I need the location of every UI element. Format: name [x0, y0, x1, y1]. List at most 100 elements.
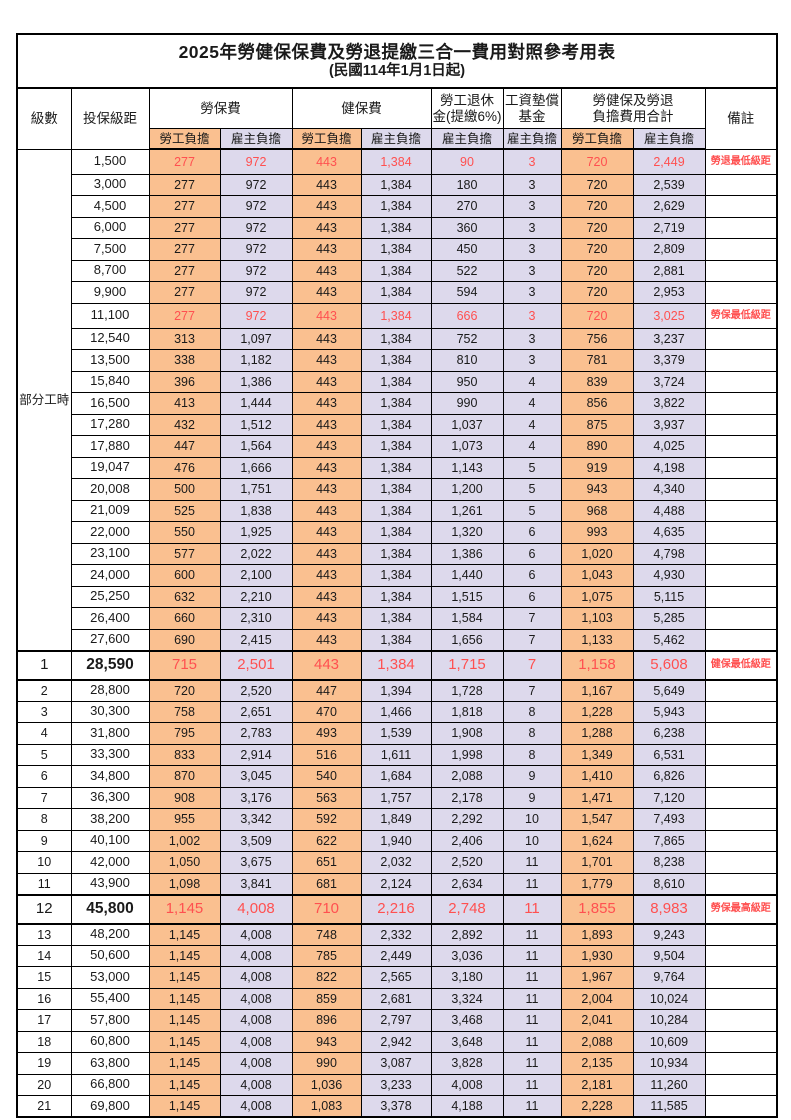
cell-labor-employer: 972	[219, 216, 293, 239]
cell-pension-employer: 1,998	[430, 743, 504, 766]
cell-labor-employer: 972	[219, 238, 293, 261]
cell-note	[704, 173, 778, 196]
cell-pension-employer: 2,088	[430, 765, 504, 788]
cell-labor-employee: 313	[148, 327, 221, 350]
table-row: 17,880 447 1,564 443 1,384 1,073 4 890 4,025	[17, 435, 778, 458]
header-group-row: 級數 投保級距 勞保費 健保費 勞工退休 金(提繳6%) 工資墊償 基金 勞健保及勞…	[16, 87, 778, 150]
cell-labor-employee: 1,145	[148, 1009, 221, 1032]
cell-level: 17	[16, 1009, 72, 1032]
cell-level: 19	[16, 1052, 72, 1075]
cell-total-employer: 8,610	[632, 872, 706, 895]
cell-level: 11	[16, 872, 72, 895]
cell-health-employee: 443	[291, 173, 362, 196]
cell-total-employer: 3,237	[632, 327, 706, 350]
cell-total-employee: 1,349	[560, 743, 634, 766]
cell-note	[704, 542, 778, 565]
cell-insured-bracket: 12,540	[70, 327, 150, 350]
cell-labor-employer: 3,675	[219, 851, 293, 874]
table-row: 10 42,000 1,050 3,675 651 2,032 2,520 11 1,701 8,…	[16, 851, 778, 874]
cell-insured-bracket: 30,300	[70, 700, 150, 723]
cell-labor-employee: 525	[148, 499, 221, 522]
page-title: 2025年勞健保保費及勞退提繳三合一費用對照參考用表	[178, 41, 616, 62]
cell-total-employer: 2,719	[632, 216, 706, 239]
cell-total-employer: 6,531	[632, 743, 706, 766]
cell-pension-employer: 2,748	[430, 893, 504, 925]
cell-health-employer: 1,384	[360, 456, 432, 479]
cell-health-employer: 1,394	[360, 679, 432, 702]
cell-insured-bracket: 40,100	[70, 829, 150, 852]
cell-pension-employer: 3,324	[430, 987, 504, 1010]
cell-note	[704, 851, 778, 874]
cell-pension-employer: 2,178	[430, 786, 504, 809]
cell-wage-fund-employer: 7	[502, 628, 562, 651]
cell-wage-fund-employer: 10	[502, 829, 562, 852]
cell-wage-fund-employer: 3	[502, 195, 562, 218]
page-subtitle: (民國114年1月1日起)	[328, 63, 466, 80]
cell-note	[704, 743, 778, 766]
title-block: 2025年勞健保保費及勞退提繳三合一費用對照參考用表 (民國114年1月1日起)	[16, 33, 778, 89]
cell-insured-bracket: 43,900	[70, 872, 150, 895]
cell-note	[704, 829, 778, 852]
cell-labor-employer: 2,415	[219, 628, 293, 651]
cell-health-employee: 943	[291, 1030, 362, 1053]
premium-table: 2025年勞健保保費及勞退提繳三合一費用對照參考用表 (民國114年1月1日起)…	[16, 33, 779, 1118]
cell-wage-fund-employer: 11	[502, 923, 562, 946]
cell-wage-fund-employer: 11	[502, 893, 562, 925]
cell-total-employee: 1,103	[560, 607, 634, 630]
cell-wage-fund-employer: 3	[502, 173, 562, 196]
cell-health-employer: 2,332	[360, 923, 432, 946]
cell-health-employee: 443	[291, 521, 362, 544]
cell-insured-bracket: 27,600	[70, 628, 150, 651]
cell-level: 2	[16, 679, 72, 702]
cell-labor-employee: 277	[148, 259, 221, 282]
cell-labor-employee: 758	[148, 700, 221, 723]
cell-pension-employer: 990	[430, 392, 504, 415]
cell-health-employer: 1,384	[360, 216, 432, 239]
cell-total-employee: 1,471	[560, 786, 634, 809]
cell-health-employer: 1,384	[360, 542, 432, 565]
cell-wage-fund-employer: 11	[502, 966, 562, 989]
cell-insured-bracket: 15,840	[70, 370, 150, 393]
cell-pension-employer: 270	[430, 195, 504, 218]
cell-labor-employee: 833	[148, 743, 221, 766]
cell-wage-fund-employer: 11	[502, 1030, 562, 1053]
cell-wage-fund-employer: 4	[502, 435, 562, 458]
cell-pension-employer: 450	[430, 238, 504, 261]
cell-health-employee: 443	[291, 649, 362, 681]
subheader-fund-employer: 雇主負擔	[502, 128, 562, 150]
table-row: 2 28,800 720 2,520 447 1,394 1,728 7 1,167 5,649	[16, 679, 778, 702]
cell-health-employer: 1,384	[360, 349, 432, 372]
cell-total-employee: 720	[560, 195, 634, 218]
cell-health-employer: 2,449	[360, 944, 432, 967]
cell-insured-bracket: 13,500	[70, 349, 150, 372]
cell-health-employee: 443	[291, 456, 362, 479]
cell-level: 8	[16, 808, 72, 831]
cell-insured-bracket: 69,800	[70, 1095, 150, 1118]
cell-total-employer: 7,493	[632, 808, 706, 831]
cell-note	[704, 349, 778, 372]
cell-total-employer: 4,488	[632, 499, 706, 522]
cell-level: 1	[16, 649, 72, 681]
cell-health-employer: 1,539	[360, 722, 432, 745]
cell-pension-employer: 3,036	[430, 944, 504, 967]
cell-total-employer: 2,881	[632, 259, 706, 282]
cell-health-employer: 2,216	[360, 893, 432, 925]
cell-insured-bracket: 26,400	[70, 607, 150, 630]
table-row: 7 36,300 908 3,176 563 1,757 2,178 9 1,471 7,120	[16, 786, 778, 809]
cell-level: 18	[16, 1030, 72, 1053]
cell-insured-bracket: 36,300	[70, 786, 150, 809]
cell-labor-employer: 3,342	[219, 808, 293, 831]
cell-wage-fund-employer: 3	[502, 302, 562, 329]
cell-note	[704, 722, 778, 745]
cell-wage-fund-employer: 5	[502, 499, 562, 522]
cell-health-employee: 651	[291, 851, 362, 874]
cell-health-employee: 859	[291, 987, 362, 1010]
cell-total-employer: 11,585	[632, 1095, 706, 1118]
cell-note: 健保最低級距	[704, 649, 778, 681]
cell-pension-employer: 3,180	[430, 966, 504, 989]
cell-labor-employer: 1,666	[219, 456, 293, 479]
cell-health-employer: 1,384	[360, 585, 432, 608]
cell-total-employee: 1,547	[560, 808, 634, 831]
cell-insured-bracket: 25,250	[70, 585, 150, 608]
cell-health-employer: 1,384	[360, 370, 432, 393]
